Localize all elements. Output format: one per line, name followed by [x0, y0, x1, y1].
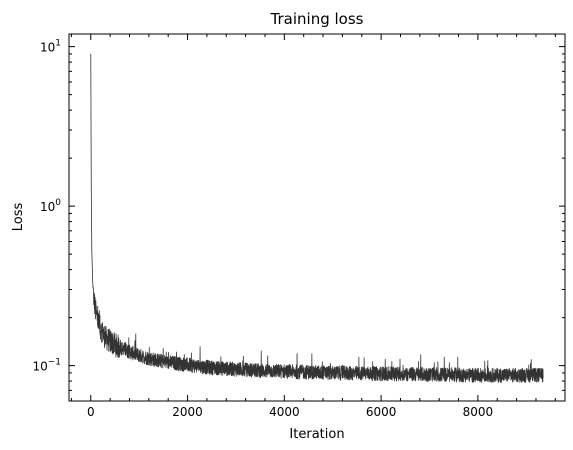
y-axis-label: Loss — [11, 203, 26, 232]
chart-title: Training loss — [270, 10, 364, 28]
plot-frame — [68, 33, 566, 402]
y-tick-label-base: 10 — [40, 41, 55, 55]
y-tick-label-base: 10 — [40, 200, 55, 214]
y-tick-label-exponent: −1 — [48, 358, 61, 368]
plot-area — [69, 34, 565, 401]
series-layer — [90, 53, 544, 383]
y-tick-label: 101 — [40, 39, 61, 55]
x-tick-label: 0 — [87, 405, 95, 419]
x-tick-label: 8000 — [463, 405, 494, 419]
y-tick-label: 10−1 — [32, 358, 61, 374]
x-axis-label: Iteration — [289, 427, 344, 442]
x-tick-label: 6000 — [366, 405, 397, 419]
x-tick-label: 2000 — [172, 405, 203, 419]
y-tick-label-exponent: 0 — [55, 198, 61, 208]
y-tick-label: 100 — [40, 198, 61, 214]
y-tick-label-exponent: 1 — [55, 39, 61, 49]
y-tick-label-base: 10 — [32, 360, 47, 374]
x-tick-label: 4000 — [269, 405, 300, 419]
loss-line — [90, 53, 544, 383]
